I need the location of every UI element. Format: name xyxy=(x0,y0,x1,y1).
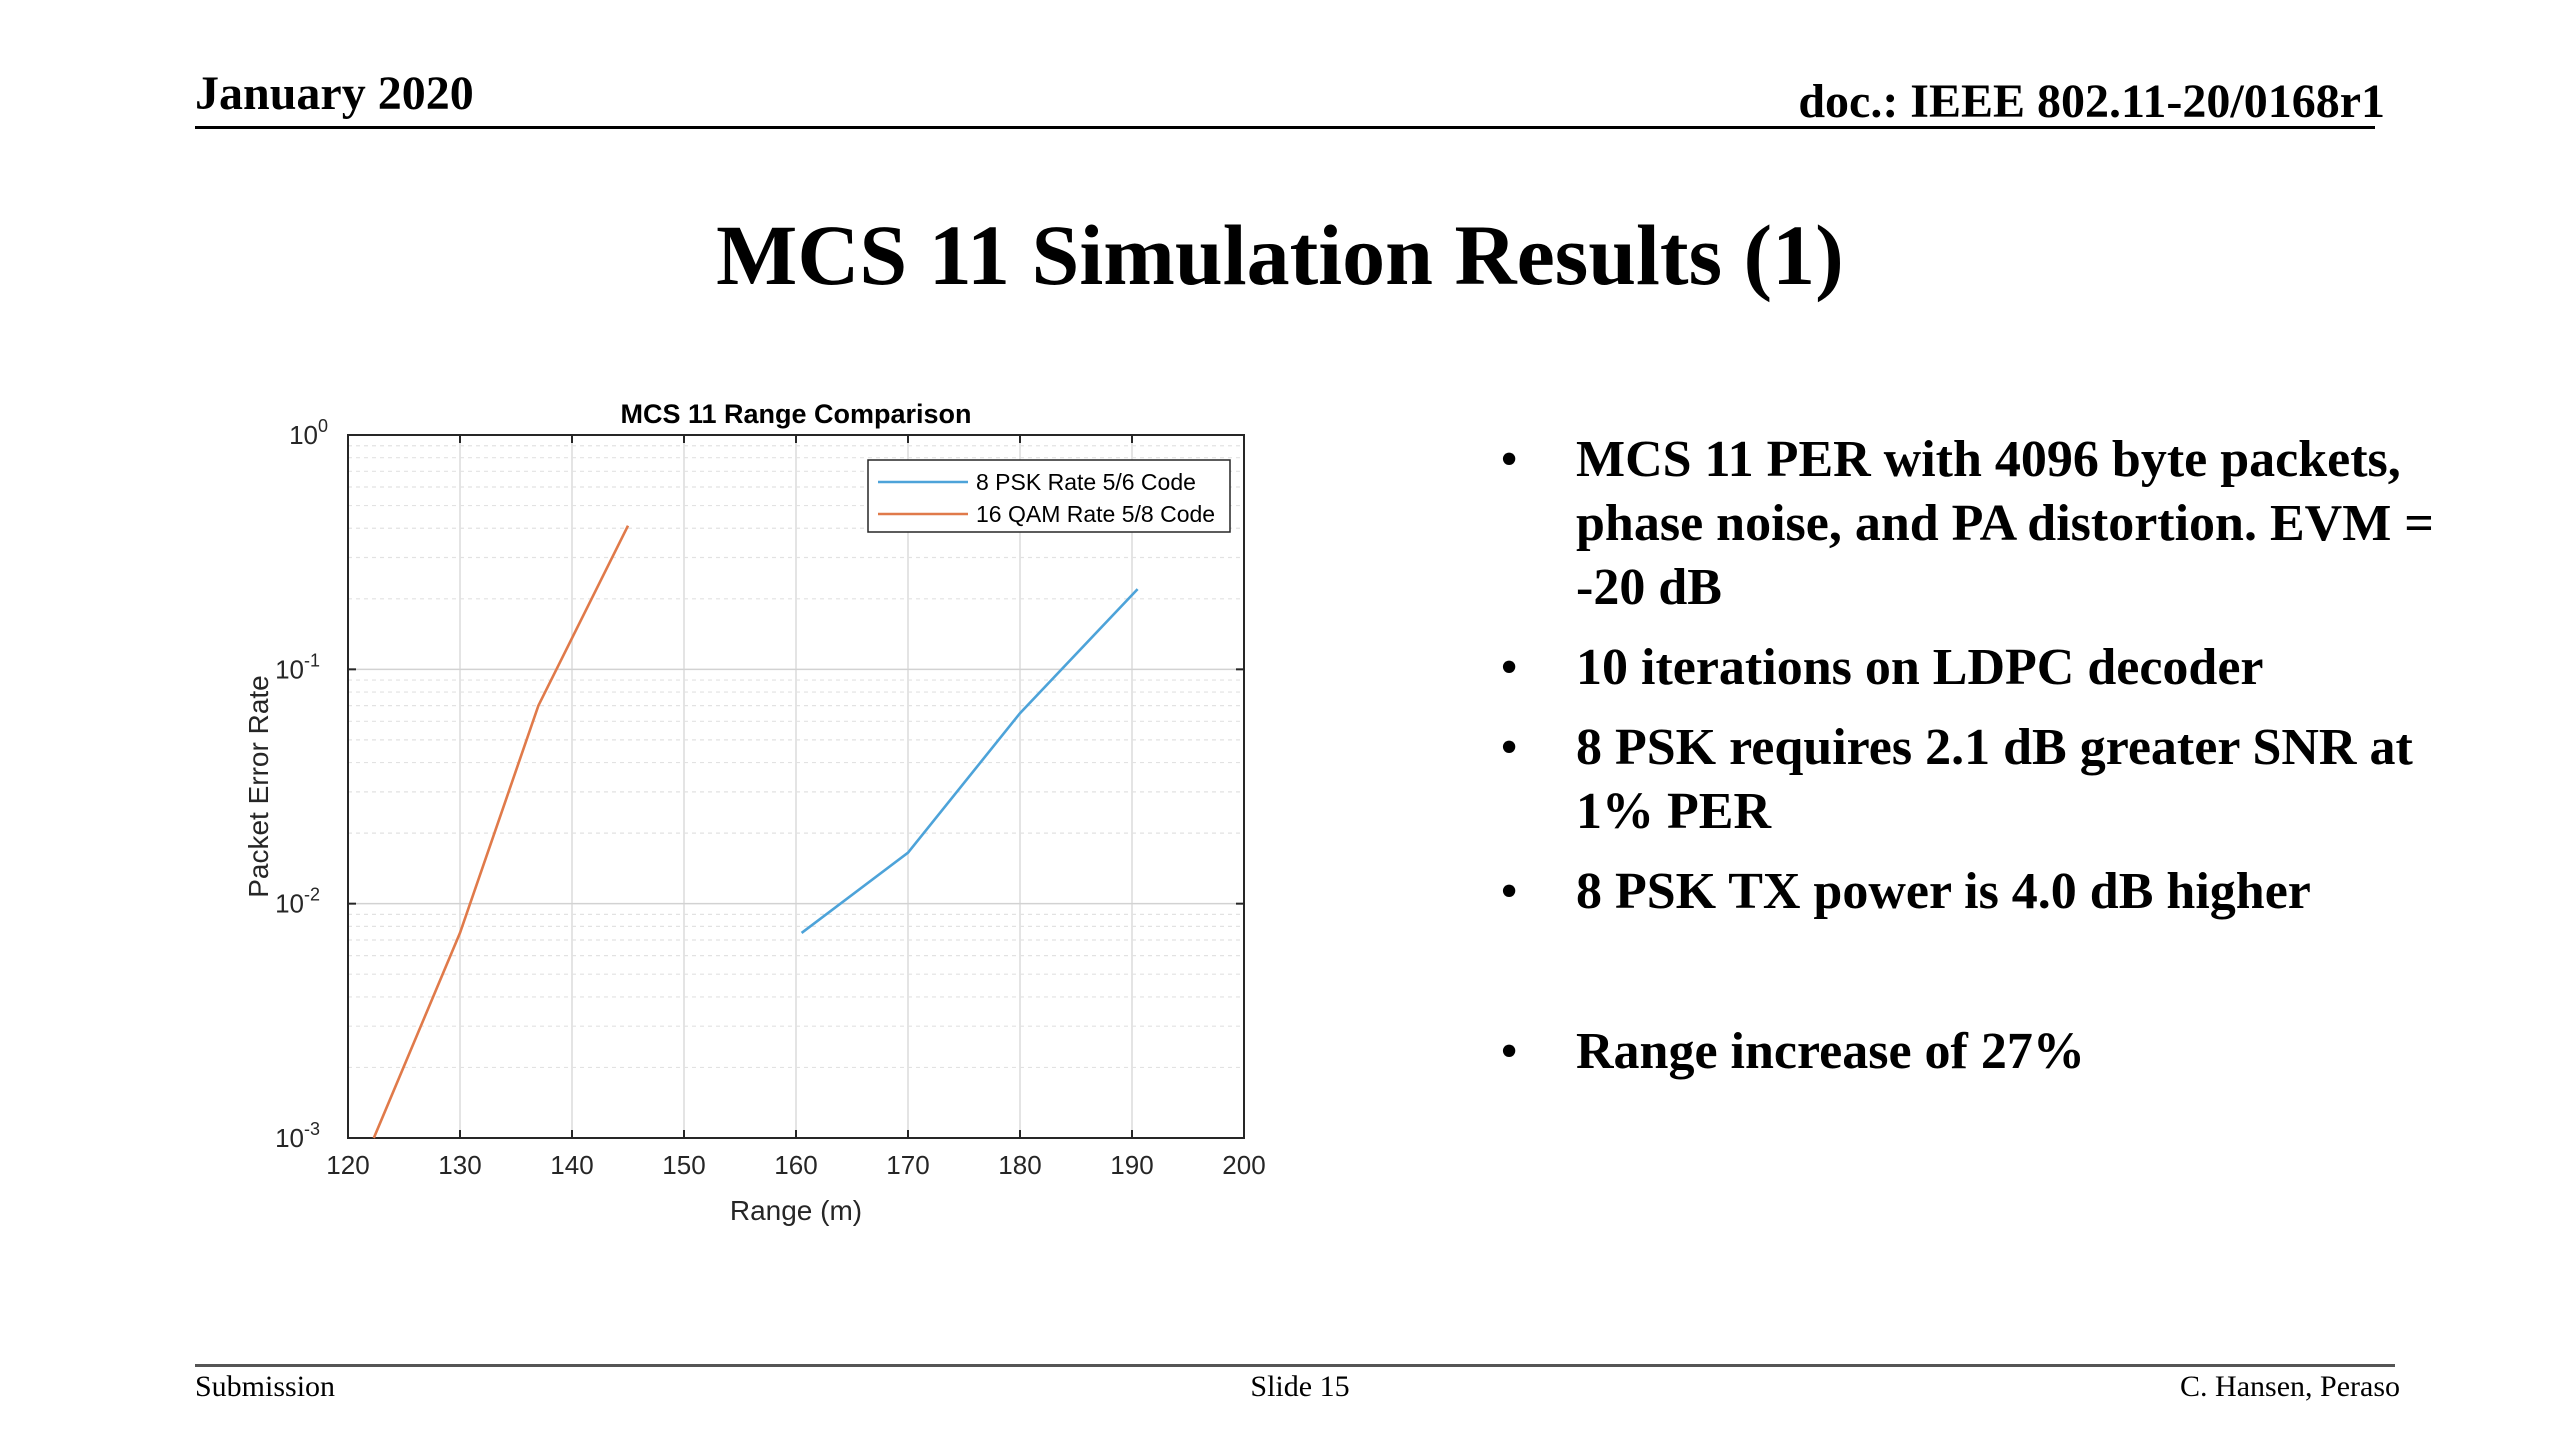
x-tick-label: 140 xyxy=(550,1150,593,1180)
x-tick-label: 190 xyxy=(1110,1150,1153,1180)
legend-label: 16 QAM Rate 5/8 Code xyxy=(976,501,1215,527)
header-divider xyxy=(195,126,2375,129)
bullet-text: 8 PSK requires 2.1 dB greater SNR at 1% … xyxy=(1576,719,2413,840)
chart-ticks: 120 130 140 150 160 170 180 190 200 100 10-1 10-2 10… xyxy=(275,416,1266,1180)
bullet-marker: • xyxy=(1500,863,1519,920)
bullet-text: 10 iterations on LDPC decoder xyxy=(1576,639,2264,696)
chart-canvas: 120 130 140 150 160 170 180 190 200 100 10-1 10-2 10… xyxy=(243,399,1266,1226)
y-tick-label: 100 xyxy=(289,416,328,450)
chart-grid xyxy=(347,435,1245,1139)
bullet-item: • Range increase of 27% xyxy=(1500,1020,2460,1084)
x-tick-label: 150 xyxy=(662,1150,705,1180)
bullet-item: • 8 PSK TX power is 4.0 dB higher xyxy=(1500,860,2460,924)
slide-title: MCS 11 Simulation Results (1) xyxy=(716,207,1844,303)
x-tick-label: 170 xyxy=(886,1150,929,1180)
y-tick-label: 10-1 xyxy=(275,650,320,684)
bullet-item: • MCS 11 PER with 4096 byte packets, phas… xyxy=(1500,428,2460,620)
bullet-text: MCS 11 PER with 4096 byte packets, phase… xyxy=(1576,431,2434,616)
chart-legend: 8 PSK Rate 5/6 Code 16 QAM Rate 5/8 Code xyxy=(867,459,1231,533)
bullet-text: Range increase of 27% xyxy=(1576,1023,2085,1080)
bullet-marker: • xyxy=(1500,1023,1519,1080)
bullet-marker: • xyxy=(1500,639,1519,696)
x-tick-label: 130 xyxy=(438,1150,481,1180)
x-axis-label: Range (m) xyxy=(730,1195,862,1226)
bullet-list: • MCS 11 PER with 4096 byte packets, phas… xyxy=(1500,428,2460,1100)
x-tick-label: 120 xyxy=(326,1150,369,1180)
header-doc-id: doc.: IEEE 802.11-20/0168r1 xyxy=(1798,75,2385,128)
legend-label: 8 PSK Rate 5/6 Code xyxy=(976,469,1196,495)
x-tick-label: 160 xyxy=(774,1150,817,1180)
legend-box xyxy=(867,459,1231,533)
x-tick-label: 180 xyxy=(998,1150,1041,1180)
x-tick-label: 200 xyxy=(1222,1150,1265,1180)
bullet-item: • 8 PSK requires 2.1 dB greater SNR at 1%… xyxy=(1500,716,2460,844)
y-tick-label: 10-3 xyxy=(275,1119,320,1153)
chart-series xyxy=(372,525,1139,1139)
range-comparison-chart: 120 130 140 150 160 170 180 190 200 100 10-1 10-2 10… xyxy=(220,390,1300,1250)
header-date: January 2020 xyxy=(195,67,474,120)
y-tick-label: 10-2 xyxy=(275,885,320,919)
footer-divider xyxy=(195,1364,2395,1367)
footer-slide-number: Slide 15 xyxy=(1250,1370,1350,1403)
bullet-text: 8 PSK TX power is 4.0 dB higher xyxy=(1576,863,2311,920)
bullet-marker: • xyxy=(1500,431,1519,488)
series-line xyxy=(800,588,1139,934)
chart-title: MCS 11 Range Comparison xyxy=(620,399,971,429)
y-axis-label: Packet Error Rate xyxy=(243,675,274,898)
footer-author: C. Hansen, Peraso xyxy=(2180,1370,2400,1403)
bullet-marker: • xyxy=(1500,719,1519,776)
bullet-item: • 10 iterations on LDPC decoder xyxy=(1500,636,2460,700)
footer-submission: Submission xyxy=(195,1370,336,1403)
series-line xyxy=(372,525,630,1139)
